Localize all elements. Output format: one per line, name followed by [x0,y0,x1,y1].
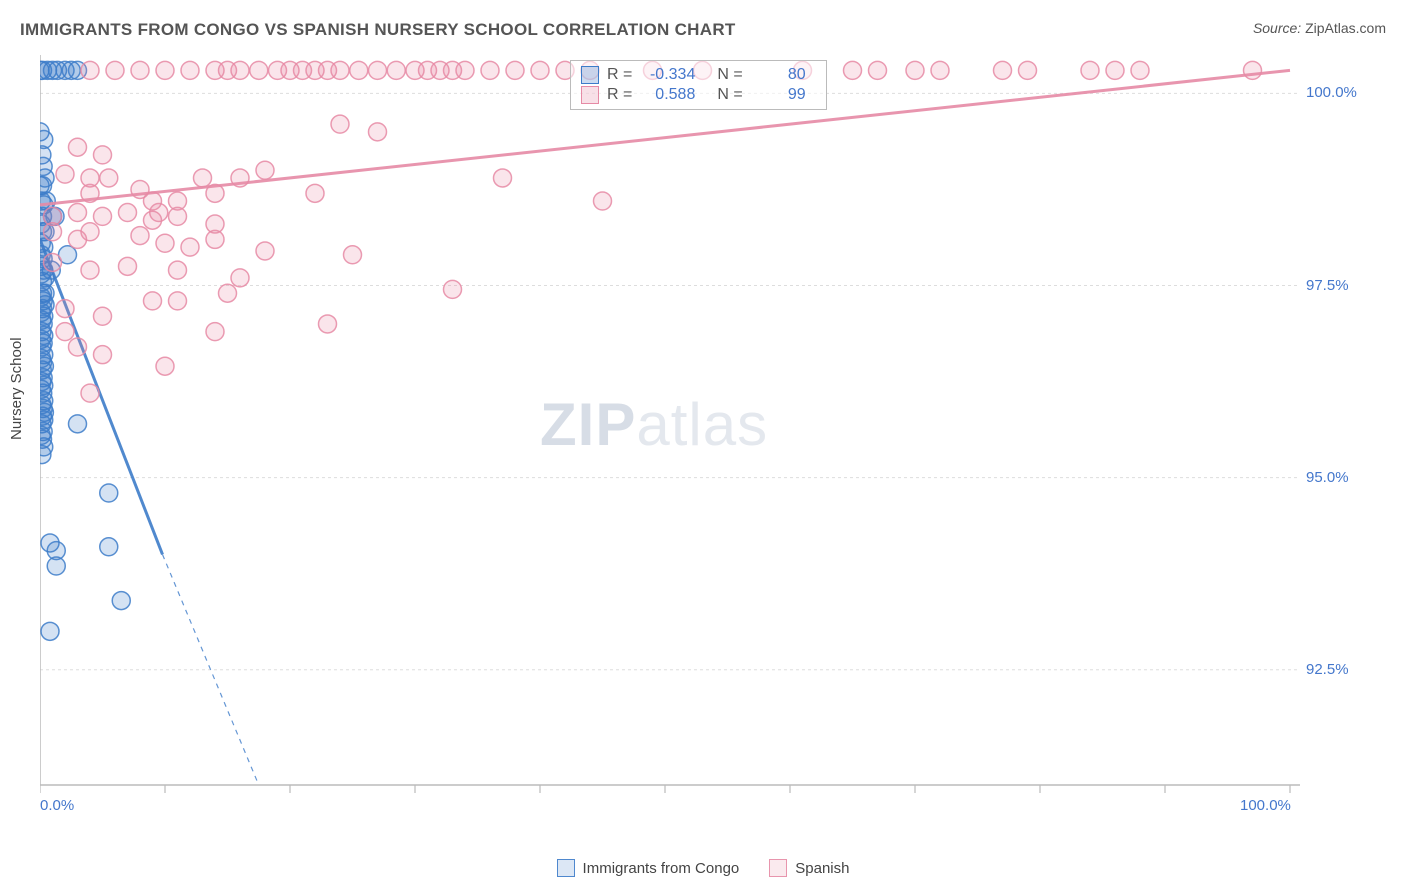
y-tick-label: 97.5% [1306,277,1349,294]
stats-legend-box: R = -0.334 N = 80 R = 0.588 N = 99 [570,60,827,110]
stats-r-value: 0.588 [640,86,695,104]
stats-r-label: R = [607,86,632,104]
legend-item: Spanish [769,859,849,877]
x-tick-label: 100.0% [1240,797,1291,814]
stats-row: R = 0.588 N = 99 [581,85,806,105]
source-label: Source: [1253,20,1301,36]
stats-r-value: -0.334 [640,66,695,84]
stats-row: R = -0.334 N = 80 [581,65,806,85]
y-tick-label: 100.0% [1306,84,1357,101]
scatter-svg [40,55,1300,815]
x-tick-label: 0.0% [40,797,74,814]
legend-swatch [557,859,575,877]
stats-r-label: R = [607,66,632,84]
y-tick-label: 95.0% [1306,469,1349,486]
legend-label: Immigrants from Congo [583,860,740,877]
stats-n-label: N = [717,86,742,104]
bottom-legend: Immigrants from Congo Spanish [0,859,1406,877]
y-tick-label: 92.5% [1306,661,1349,678]
legend-swatch [769,859,787,877]
source-value: ZipAtlas.com [1305,20,1386,36]
stats-n-label: N = [717,66,742,84]
stats-n-value: 80 [751,66,806,84]
chart-title: IMMIGRANTS FROM CONGO VS SPANISH NURSERY… [20,20,736,40]
legend-label: Spanish [795,860,849,877]
y-axis-label: Nursery School [8,337,25,440]
legend-item: Immigrants from Congo [557,859,740,877]
stats-swatch [581,86,599,104]
chart-plot-area [40,55,1300,815]
stats-n-value: 99 [751,86,806,104]
stats-swatch [581,66,599,84]
source-attribution: Source: ZipAtlas.com [1253,20,1386,36]
